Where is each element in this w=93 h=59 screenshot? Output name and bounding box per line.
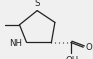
Text: OH: OH	[65, 56, 78, 59]
Text: O: O	[85, 43, 92, 52]
Text: S: S	[34, 0, 40, 8]
Text: NH: NH	[9, 39, 22, 48]
